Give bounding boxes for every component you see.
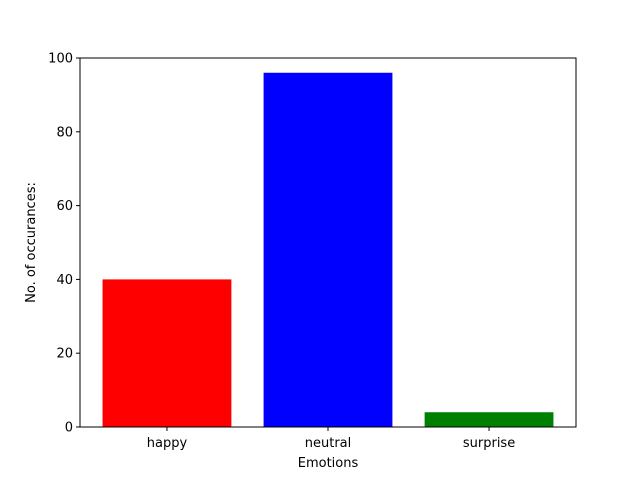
x-tick-label: happy — [147, 436, 188, 451]
bars-group — [102, 72, 554, 427]
bar-neutral — [263, 72, 393, 427]
bar-surprise — [424, 412, 554, 427]
y-tick-label: 100 — [48, 52, 73, 67]
y-tick-label: 80 — [56, 125, 73, 140]
x-axis-label: Emotions — [298, 456, 359, 471]
y-tick-label: 60 — [56, 199, 73, 214]
y-ticks-group: 0 20 40 60 80 100 — [48, 52, 80, 436]
y-axis-label: No. of occurances: — [24, 182, 39, 303]
x-tick-label: surprise — [463, 436, 515, 451]
y-tick-label: 40 — [56, 273, 73, 288]
y-tick-label: 0 — [65, 421, 73, 436]
x-tick-label: neutral — [305, 436, 352, 451]
y-tick-label: 20 — [56, 347, 73, 362]
plot-frame — [79, 57, 577, 428]
bar-happy — [102, 279, 232, 427]
x-ticks-group: happy neutral surprise — [147, 427, 515, 451]
